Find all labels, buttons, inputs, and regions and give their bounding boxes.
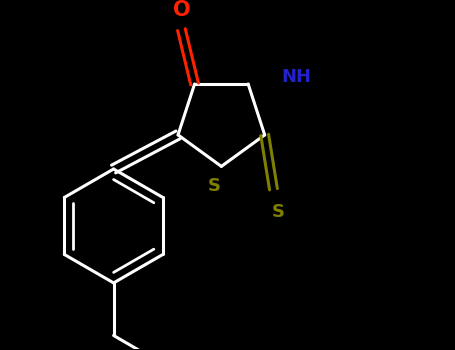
Text: O: O (172, 0, 190, 20)
Text: NH: NH (282, 68, 311, 86)
Text: S: S (208, 177, 221, 195)
Text: S: S (271, 203, 284, 221)
